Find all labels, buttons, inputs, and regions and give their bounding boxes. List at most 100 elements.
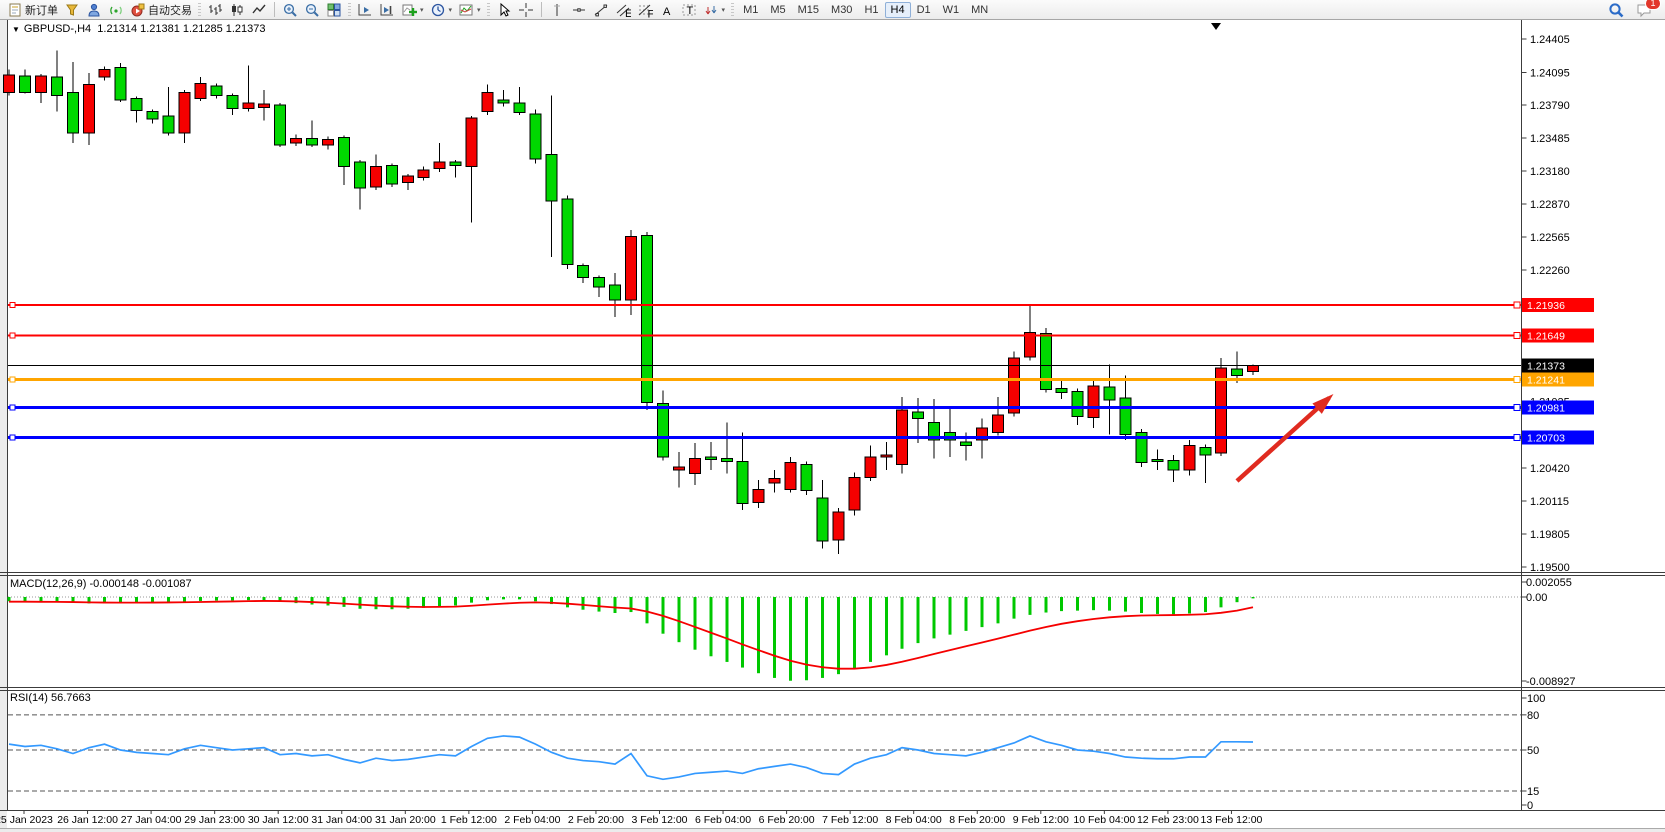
macd-name: MACD(12,26,9) [10,578,87,590]
macd-histogram-bar [262,597,266,601]
profile-chart-button[interactable] [61,0,83,20]
line-drag-handle[interactable] [9,302,16,308]
axis-line-handle[interactable] [1513,301,1521,309]
new-order-button[interactable]: 新订单 [4,0,61,20]
candle-body [433,161,446,169]
equidistant-channel-button[interactable]: E [612,0,634,20]
time-tick-label: 29 Jan 23:00 [184,814,245,826]
templates-button-dropdown-icon[interactable]: ▾ [477,6,481,14]
crosshair-button[interactable] [515,0,537,20]
auto-scroll-button[interactable] [354,0,376,20]
macd-histogram-bar [135,597,138,603]
time-tick-label: 9 Feb 12:00 [1013,814,1069,826]
signals-button[interactable] [105,0,127,20]
bar-chart-mode-button[interactable] [204,0,226,20]
candle-body [465,117,478,167]
timeframe-button-d1[interactable]: D1 [916,3,931,16]
periods-button[interactable]: ▾ [427,0,456,20]
indicators-button[interactable]: ▾ [398,0,427,20]
candle-body [864,456,877,478]
candle-body [609,284,621,301]
market-watch-button[interactable] [83,0,105,20]
macd-histogram-bar [629,597,633,613]
axis-line-handle[interactable] [1513,332,1521,339]
timeframe-button-m15[interactable]: M15 [797,3,820,16]
autotrade-button[interactable]: 自动交易 [127,0,195,20]
bid-price-tag [1522,358,1594,373]
zoom-in-button[interactable] [279,0,301,20]
text-label-button[interactable]: T [678,0,700,20]
timeframe-button-h4[interactable]: H4 [884,1,911,18]
chart-shift-button[interactable] [376,0,398,20]
tile-windows-button[interactable] [323,0,345,20]
periods-button-dropdown-icon[interactable]: ▾ [448,6,453,14]
timeframe-button-m1[interactable]: M1 [743,3,759,16]
macd-histogram-bar [39,597,43,602]
macd-histogram-bar [518,597,521,600]
time-tick-label: 31 Jan 04:00 [311,814,372,826]
timeframe-button-m5[interactable]: M5 [770,3,786,16]
fibonacci-button[interactable]: F [634,0,656,20]
candle-body [1008,357,1020,414]
arrows-button[interactable]: ▾ [700,0,729,20]
line-drag-handle[interactable] [9,434,16,441]
search-icon [1608,2,1624,18]
notifications-button[interactable]: 1 [1633,0,1661,20]
timeframe-button-h1[interactable]: H1 [864,3,879,16]
search-button[interactable] [1605,0,1627,20]
timeframe-button-m30[interactable]: M30 [831,3,853,16]
timeframe-button-w1[interactable]: W1 [942,3,960,16]
line-price-tag [1522,400,1594,415]
arrows-button-dropdown-icon[interactable]: ▾ [721,6,726,14]
macd-pane[interactable] [8,575,1522,687]
rsi-tick-label: 100 [1527,693,1545,705]
candle-body [402,175,414,183]
cursor-button[interactable] [493,0,515,20]
autoscroll-icon [357,2,373,18]
price-tick-label: 1.22260 [1530,265,1570,277]
trend-arrow-annotation[interactable] [1235,393,1334,483]
chart-background [0,20,1665,832]
time-tick-label: 10 Feb 04:00 [1073,814,1135,826]
macd-histogram-bar [869,597,872,662]
arrow-head [1312,393,1334,414]
rsi-tick-label: 0 [1527,800,1533,812]
macd-histogram-bar [741,597,744,668]
timeframe-button-mn[interactable]: MN [971,3,989,16]
text-button[interactable]: A [656,0,678,20]
zoomout-icon [304,2,320,18]
chart-shift-marker-icon[interactable] [1211,23,1221,30]
svg-text:T: T [686,5,693,17]
indicators-button-dropdown-icon[interactable]: ▾ [420,6,424,14]
axis-line-handle[interactable] [1513,434,1521,441]
rsi-series [8,714,1522,792]
time-tick-label: 8 Feb 04:00 [886,814,942,826]
macd-histogram-bar [486,597,489,601]
hline-icon [571,2,587,18]
axis-line-handle[interactable] [1513,404,1521,411]
zoom-out-button[interactable] [301,0,323,20]
rsi-tick-label: 80 [1527,710,1539,722]
macd-histogram-bar [1235,597,1239,603]
linechart-icon [251,2,267,18]
candle-body [178,92,191,134]
axis-line-handle[interactable] [1513,376,1521,383]
macd-histogram-bar [183,597,186,602]
profile-icon [86,2,102,18]
price-tag-label: 1.21649 [1527,331,1565,343]
candlestick-mode-button[interactable] [226,0,248,20]
cursor-icon [496,2,512,18]
macd-histogram-bar [374,597,378,610]
line-drag-handle[interactable] [9,332,16,339]
line-drag-handle[interactable] [9,404,16,411]
line-drag-handle[interactable] [9,376,16,383]
vertical-line-button[interactable] [546,0,568,20]
templates-button[interactable]: ▾ [455,0,484,20]
rsi-tick-label: 50 [1527,745,1539,757]
horizontal-line-button[interactable] [568,0,590,20]
chart-menu-triangle-icon[interactable]: ▼ [12,25,20,34]
line-chart-mode-button[interactable] [248,0,270,20]
macd-histogram-bar [390,597,394,610]
trendline-button[interactable] [590,0,612,20]
